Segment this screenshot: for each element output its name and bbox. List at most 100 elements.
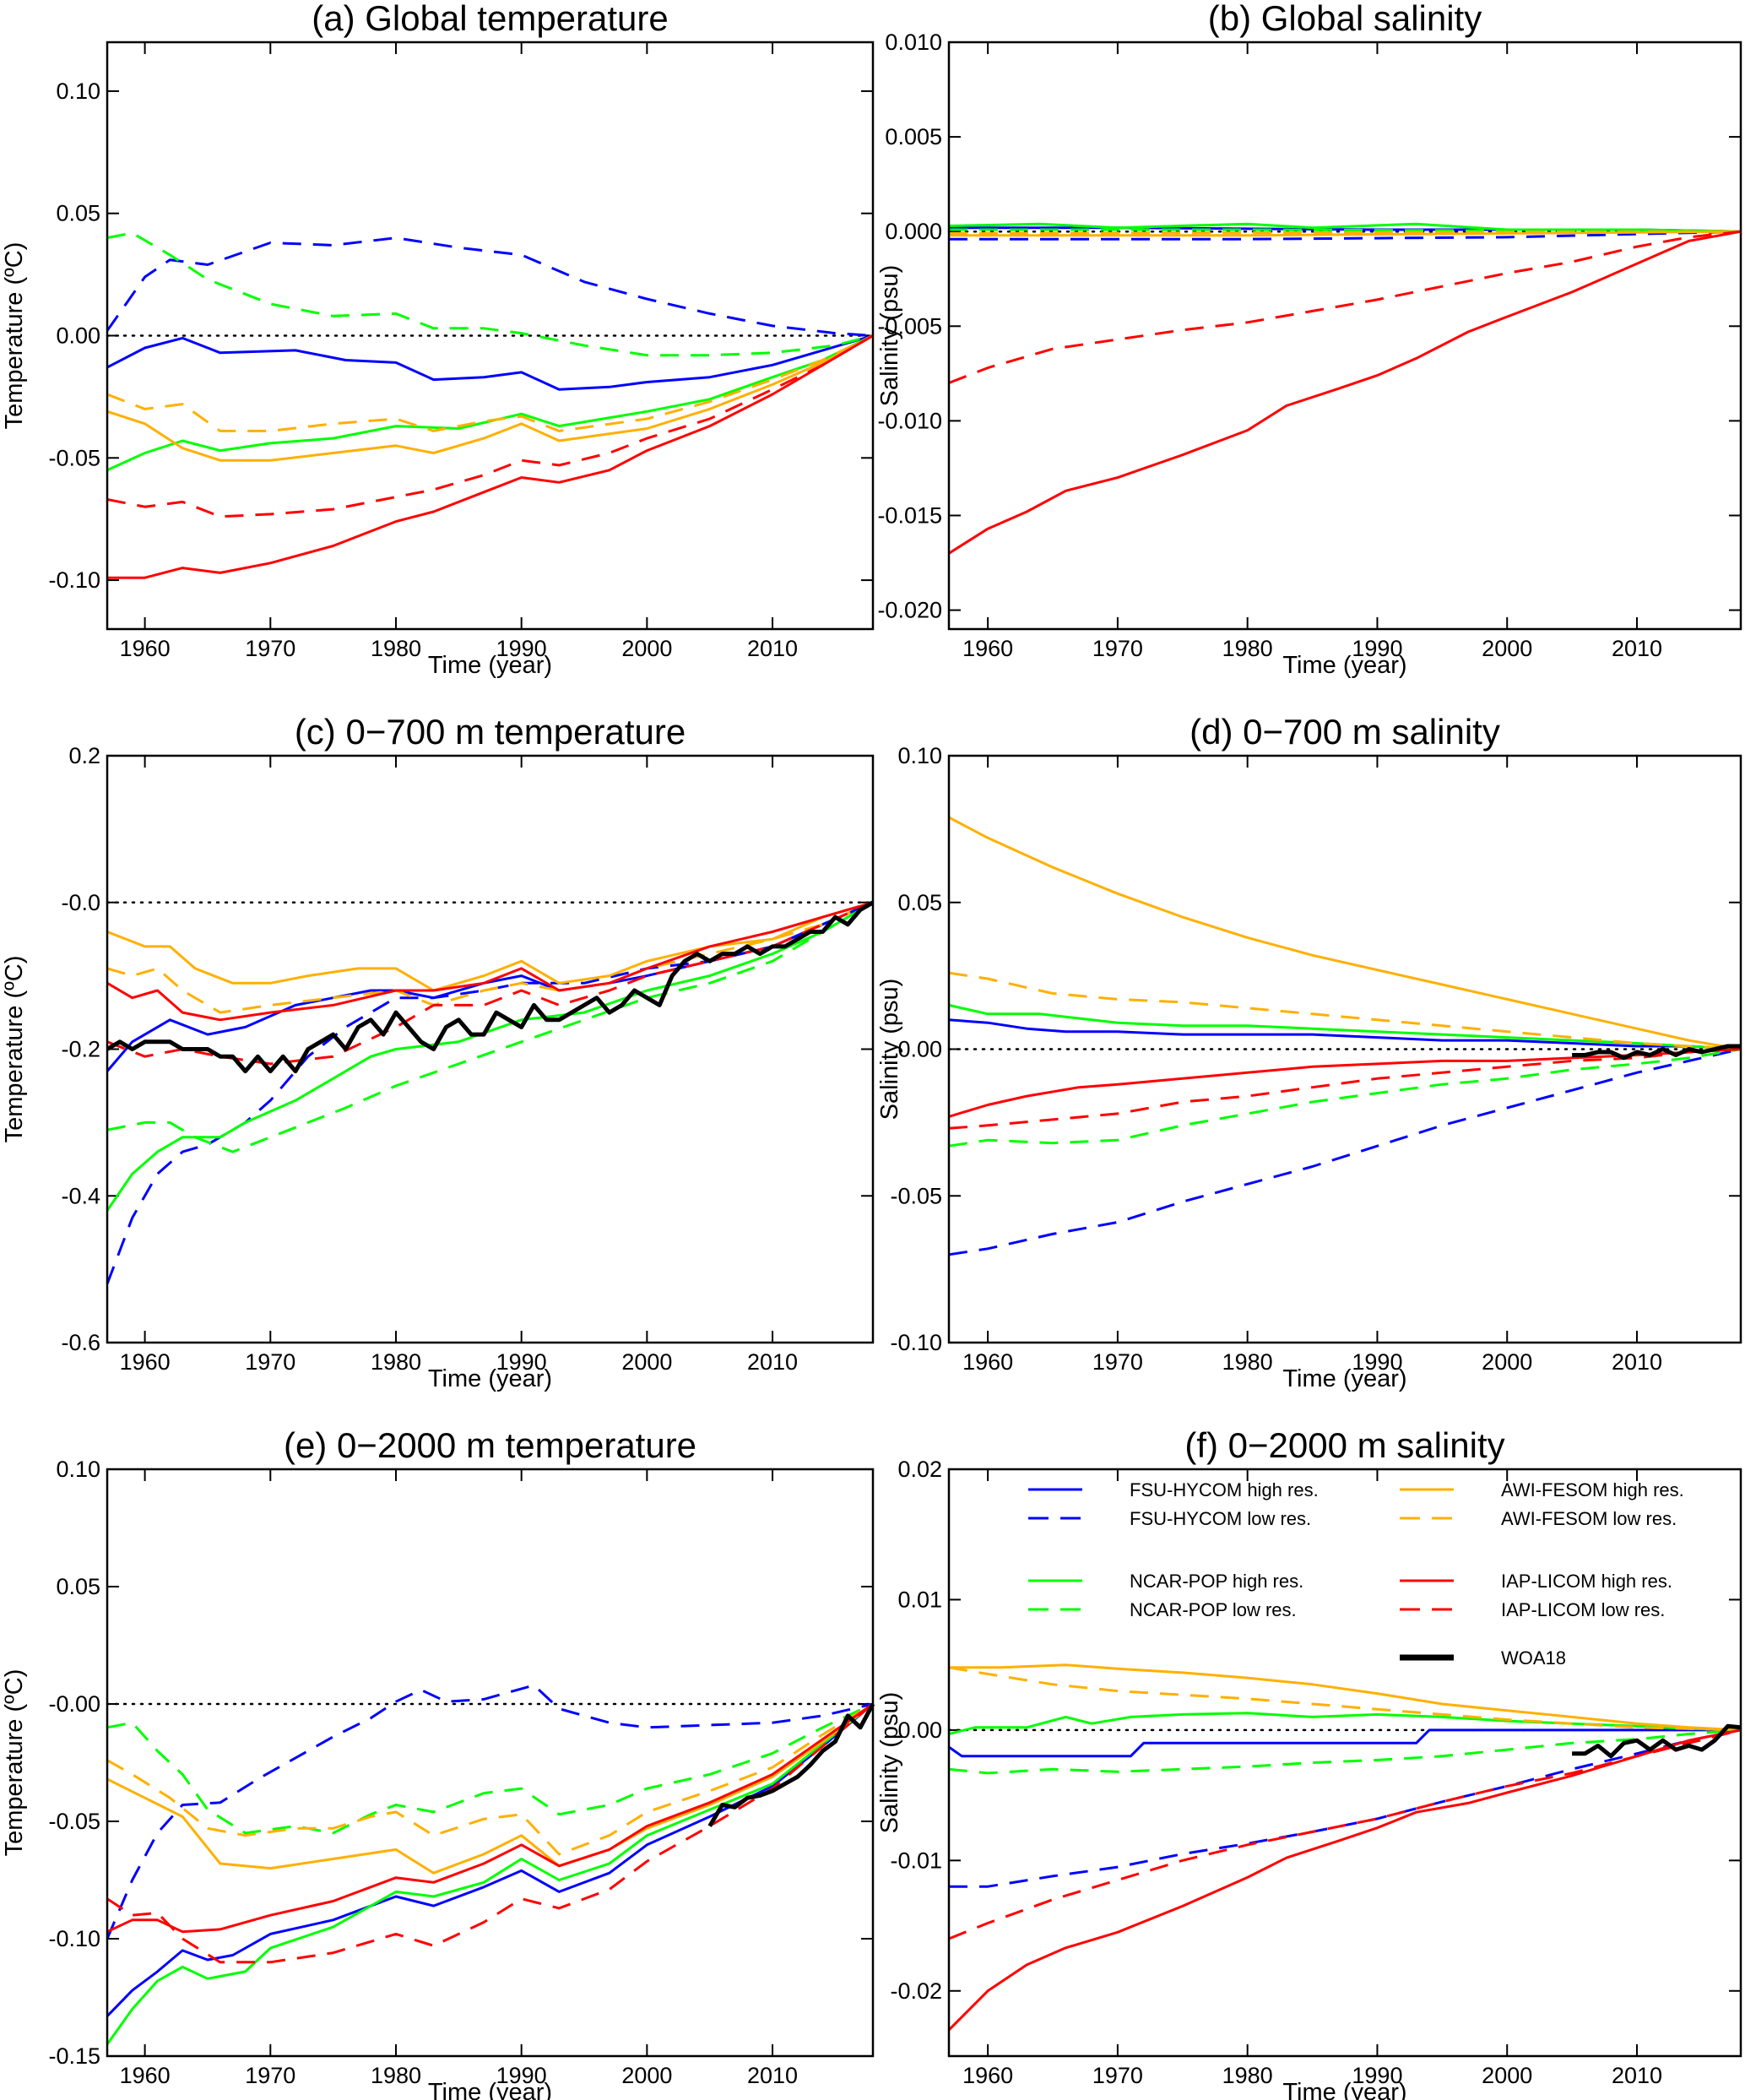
- x-tick-label: 1980: [1222, 636, 1273, 661]
- y-tick-label: 0.05: [56, 201, 100, 226]
- y-tick-label: 0.10: [897, 743, 942, 768]
- plot-frame: [106, 1468, 875, 2058]
- legend: FSU-HYCOM high res. FSU-HYCOM low res. NCA…: [1028, 1479, 1684, 1669]
- y-axis-label: Temperature (ºC): [1, 242, 28, 430]
- legend-label: NCAR-POP low res.: [1130, 1599, 1297, 1620]
- series-line-awi-fesom-low-res: [948, 1666, 1742, 1732]
- y-tick-label: -0.2: [61, 1037, 100, 1062]
- y-tick-label: -0.00: [48, 1691, 100, 1717]
- x-tick-label: 1970: [245, 2063, 295, 2088]
- y-tick-label: -0.05: [48, 445, 100, 470]
- y-tick-label: -0.6: [61, 1330, 100, 1355]
- x-tick-label: 2000: [1482, 2063, 1532, 2088]
- y-axis-label: Temperature (ºC): [1, 956, 28, 1143]
- x-axis-label: Time (year): [428, 652, 552, 679]
- series-line-iap-licom-low-res: [106, 901, 874, 1066]
- legend-label: FSU-HYCOM low res.: [1130, 1508, 1311, 1529]
- x-axis-label: Time (year): [1282, 652, 1406, 679]
- chart-panel-5: (e) 0−2000 m temperature 0.10 0.05 -0.00 -0.…: [1, 1425, 875, 2100]
- series-line-fsu-hycom-high-res: [106, 901, 874, 1072]
- legend-label: FSU-HYCOM high res.: [1130, 1479, 1319, 1500]
- y-axis-label: Salinity (psu): [876, 1692, 903, 1834]
- x-tick-label: 1960: [962, 1349, 1013, 1375]
- series-line-awi-fesom-high-res: [948, 816, 1742, 1050]
- y-tick-label: -0.4: [61, 1183, 100, 1208]
- x-tick-label: 2010: [1612, 636, 1662, 661]
- series-line-awi-fesom-high-res: [949, 1663, 1742, 1732]
- legend-label: AWI-FESOM low res.: [1501, 1508, 1677, 1529]
- series-line-iap-licom-high-res: [947, 1728, 1742, 2032]
- y-tick-label: -0.020: [877, 598, 942, 623]
- plot-frame: [106, 754, 875, 1344]
- x-tick-label: 1960: [120, 2063, 171, 2088]
- series-line-iap-licom-low-res: [106, 1702, 874, 1964]
- chart-title: (b) Global salinity: [1208, 0, 1482, 38]
- y-tick-label: 0.01: [897, 1587, 942, 1612]
- legend-label: IAP-LICOM high res.: [1501, 1571, 1672, 1592]
- chart-title: (d) 0−700 m salinity: [1190, 712, 1500, 752]
- y-tick-label: 0.00: [897, 1717, 942, 1743]
- x-tick-label: 1980: [1222, 2063, 1273, 2088]
- series-line-awi-fesom-low-res: [106, 901, 874, 1014]
- plot-frame: [947, 41, 1742, 631]
- y-tick-label: 0.05: [897, 890, 942, 915]
- x-tick-label: 1980: [371, 636, 421, 661]
- y-tick-label: 0.10: [56, 1457, 100, 1482]
- series-line-iap-licom-low-res: [948, 230, 1742, 384]
- chart-panel-6: (f) 0−2000 m salinity 0.02 0.01 0.00 -0.01 -0…: [876, 1425, 1742, 2100]
- series-line-awi-fesom-high-res: [106, 334, 874, 462]
- chart-title: (c) 0−700 m temperature: [295, 712, 686, 752]
- x-tick-label: 2000: [621, 636, 672, 661]
- series-line-woa18: [1572, 1723, 1742, 1759]
- y-tick-label: 0.00: [56, 323, 100, 349]
- x-tick-label: 2010: [747, 636, 798, 661]
- x-tick-label: 1970: [1092, 2063, 1143, 2088]
- x-tick-label: 2010: [1612, 1349, 1662, 1375]
- x-tick-label: 1980: [1222, 1349, 1273, 1375]
- series-line-iap-licom-high-res: [107, 334, 874, 579]
- x-tick-label: 1960: [120, 636, 171, 661]
- y-tick-label: -0.15: [48, 2043, 100, 2069]
- legend-label: IAP-LICOM low res.: [1501, 1599, 1665, 1620]
- chart-panel-2: (b) Global salinity 0.010 0.005 0.000 -0.005…: [876, 0, 1742, 679]
- x-tick-label: 2010: [747, 1349, 798, 1375]
- series-line-awi-fesom-low-res: [948, 230, 1742, 235]
- series-line-iap-licom-high-res: [106, 1702, 874, 1934]
- series-line-iap-licom-high-res: [948, 230, 1742, 555]
- x-tick-label: 1990: [1352, 1349, 1402, 1375]
- series-line-ncar-pop-low-res: [949, 228, 1742, 233]
- x-tick-label: 2000: [1482, 636, 1532, 661]
- x-tick-label: 2010: [1612, 2063, 1662, 2088]
- series-line-woa18: [707, 1702, 875, 1827]
- series-line-woa18: [106, 900, 875, 1074]
- plot-frame: [947, 754, 1742, 1344]
- series-line-awi-fesom-low-res: [106, 1702, 874, 1856]
- y-tick-label: -0.015: [877, 502, 942, 528]
- x-axis-label: Time (year): [1282, 1365, 1406, 1392]
- series-line-ncar-pop-low-res: [106, 901, 874, 1153]
- series-line-ncar-pop-high-res: [106, 1702, 874, 2045]
- y-tick-label: 0.005: [885, 124, 942, 149]
- y-tick-label: -0.10: [890, 1330, 942, 1355]
- y-tick-label: 0.05: [56, 1574, 100, 1599]
- series-line-ncar-pop-low-res: [106, 1702, 874, 1835]
- legend-label: NCAR-POP high res.: [1130, 1571, 1303, 1592]
- y-axis-label: Temperature (ºC): [1, 1669, 28, 1857]
- y-axis-label: Salinity (psu): [876, 265, 903, 407]
- y-tick-label: 0.000: [885, 219, 942, 244]
- plot-frame: [947, 1468, 1742, 2058]
- chart-title: (a) Global temperature: [312, 0, 669, 38]
- series-line-awi-fesom-high-res: [106, 1702, 874, 1875]
- y-tick-label: -0.10: [48, 567, 100, 593]
- series-line-fsu-hycom-low-res: [949, 230, 1742, 241]
- x-tick-label: 1970: [1092, 636, 1143, 661]
- series-line-fsu-hycom-high-res: [948, 1728, 1741, 1758]
- x-axis-label: Time (year): [428, 2079, 552, 2100]
- series-line-ncar-pop-low-res: [106, 231, 874, 357]
- x-tick-label: 1990: [496, 636, 547, 661]
- series-line-iap-licom-low-res: [106, 334, 874, 518]
- series-line-ncar-pop-high-res: [948, 1712, 1742, 1735]
- series-line-fsu-hycom-low-res: [948, 1048, 1742, 1256]
- chart-panel-3: (c) 0−700 m temperature 0.2 -0.0 -0.2 -0.4 -0…: [1, 712, 875, 1392]
